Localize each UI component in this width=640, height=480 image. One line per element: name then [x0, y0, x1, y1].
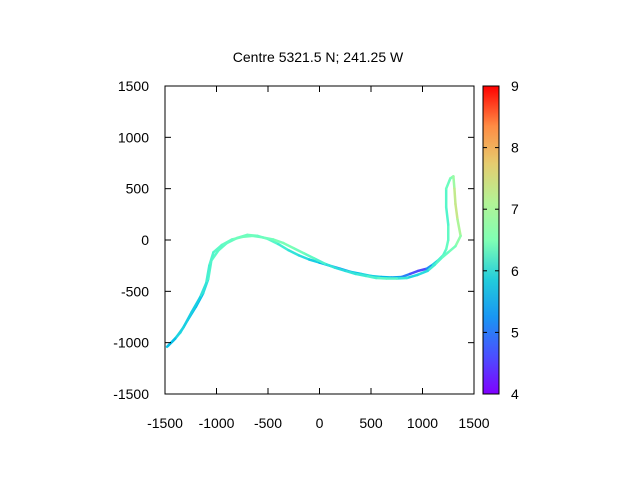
- x-tick-label: 0: [316, 415, 324, 431]
- y-tick-label: 1500: [118, 78, 149, 94]
- x-tick-label: 1000: [407, 415, 438, 431]
- colorbar: [482, 85, 500, 395]
- track-segment: [426, 263, 437, 273]
- track-segment: [454, 234, 462, 248]
- x-tick-label: 1500: [458, 415, 489, 431]
- track-segment: [452, 175, 456, 190]
- y-tick-label: -1000: [113, 335, 149, 351]
- track-segment: [220, 238, 234, 247]
- track-segment: [297, 254, 311, 261]
- series-layer: [165, 175, 462, 349]
- colorbar-tick-label: 4: [511, 386, 519, 402]
- track-segment: [456, 218, 462, 238]
- colorbar-tick-label: 7: [511, 201, 519, 217]
- y-tick-label: 1000: [118, 129, 149, 145]
- track-segment: [354, 272, 368, 278]
- track-segment: [282, 241, 295, 250]
- track-segment: [333, 266, 347, 273]
- track-segment: [166, 337, 177, 347]
- x-tick-label: -500: [254, 415, 282, 431]
- x-tick-label: 500: [359, 415, 383, 431]
- track-segment: [444, 177, 452, 190]
- track-segment: [408, 269, 420, 276]
- track-segment: [323, 262, 337, 269]
- track-segment: [405, 273, 419, 280]
- track-segment: [444, 238, 450, 251]
- track-segment: [208, 251, 215, 267]
- track-segment: [292, 246, 306, 255]
- y-tick-label: 500: [126, 181, 150, 197]
- track-segment: [453, 187, 457, 206]
- y-tick-label: 0: [141, 232, 149, 248]
- y-tick-label: -500: [121, 283, 149, 299]
- track-segment: [400, 272, 412, 279]
- track-segment: [174, 326, 185, 340]
- track-segment: [212, 243, 223, 254]
- plot-area-frame: [164, 85, 475, 395]
- chart-title: Centre 5321.5 N; 241.25 W: [233, 49, 404, 65]
- track-segment: [198, 281, 208, 299]
- track-segment: [261, 236, 275, 241]
- track-segment: [204, 264, 211, 285]
- track-segment: [307, 258, 321, 264]
- track-segment: [439, 251, 450, 260]
- track-segment: [447, 244, 457, 254]
- track-segment: [374, 276, 388, 280]
- track-segment: [454, 202, 459, 221]
- x-axis: -1500 -1000 -500 0 500 1000 1500: [147, 86, 490, 431]
- track-segment: [364, 274, 378, 280]
- colorbar-tick-label: 6: [511, 263, 519, 279]
- track-segment: [287, 249, 301, 257]
- track-segment: [302, 252, 316, 260]
- y-tick-label: -1500: [113, 386, 149, 402]
- track-segment: [416, 269, 429, 277]
- track-segment: [182, 310, 194, 329]
- x-tick-label: -1500: [147, 415, 183, 431]
- track-segment: [433, 257, 443, 266]
- track-segment: [230, 235, 244, 241]
- x-tick-label: -1000: [199, 415, 235, 431]
- track-segment: [277, 242, 290, 252]
- track-segment: [417, 267, 428, 273]
- colorbar-tick-label: 9: [511, 78, 519, 94]
- y-axis: -1500 -1000 -500 0 500 1000 1500: [113, 78, 474, 402]
- track-segment: [271, 238, 285, 245]
- track-segment: [444, 205, 450, 226]
- track-segment: [251, 234, 265, 239]
- track-segment: [190, 296, 202, 314]
- colorbar-tick-label: 5: [511, 324, 519, 340]
- colorbar-axis: 4 5 6 7 8 9: [483, 78, 519, 402]
- colorbar-tick-label: 8: [511, 140, 519, 156]
- track-segment: [241, 234, 254, 239]
- track-segment: [395, 276, 409, 280]
- track-segment: [313, 257, 326, 265]
- track-segment: [344, 269, 357, 276]
